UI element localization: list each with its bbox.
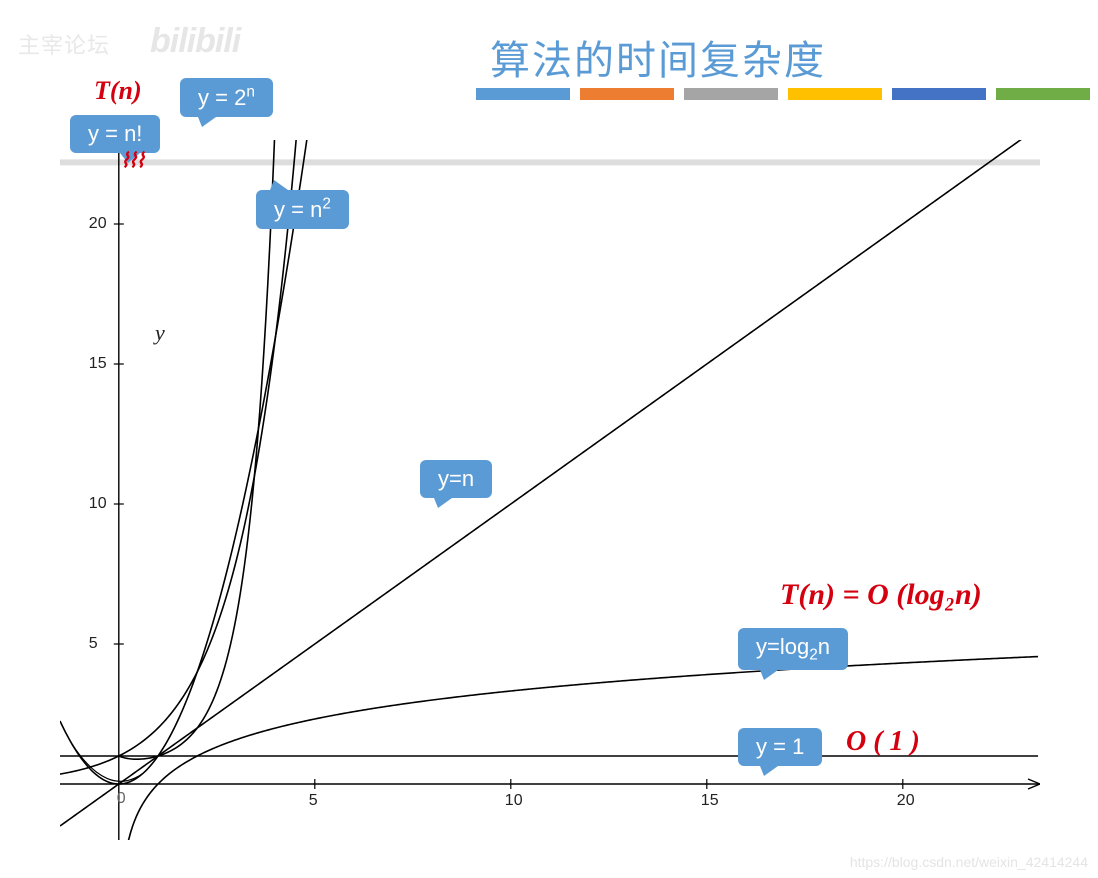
color-swatch [788,88,882,100]
callout-label: y=n [438,466,474,491]
watermark-csdn: https://blog.csdn.net/weixin_42414244 [850,854,1088,870]
annotation-t-log: T(n) = O (log₂n) [780,578,982,612]
callout-log2n: y=log2n [738,628,848,670]
color-swatch [580,88,674,100]
y-tick-label: 10 [89,495,107,513]
watermark-bilibili: bilibili [150,22,240,61]
callout-n-squared: y = n2 [256,190,349,229]
color-swatch [476,88,570,100]
curve-y=n [60,140,1038,826]
color-swatch [996,88,1090,100]
annotation-o1: O ( 1 ) [846,726,920,758]
page-title: 算法的时间复杂度 [490,28,826,86]
callout-n: y=n [420,460,492,498]
callout-label: y = 1 [756,734,804,759]
callout-label: y = 2n [198,85,255,110]
x-tick-label: 10 [505,792,523,810]
callout-constant-1: y = 1 [738,728,822,766]
callout-label: y=log2n [756,634,830,659]
color-swatch [684,88,778,100]
watermark-forum: 主宰论坛 [18,28,110,60]
x-tick-label: 15 [701,792,719,810]
x-tick-label: 5 [309,792,318,810]
y-tick-label: 15 [89,355,107,373]
color-swatch [892,88,986,100]
x-tick-label: 20 [897,792,915,810]
annotation-t-of-n: T(n) [94,76,142,106]
callout-label: y = n2 [274,197,331,222]
annotation-scribble: ⌇⌇⌇ [120,148,143,173]
y-tick-label: 20 [89,215,107,233]
origin-label: 0 [117,790,126,808]
callout-n-factorial: y = n! [70,115,160,153]
callout-2-to-n: y = 2n [180,78,273,117]
color-swatch-row [476,88,1090,100]
callout-label: y = n! [88,121,142,146]
y-axis-label: y [155,320,165,346]
y-tick-label: 5 [89,635,98,653]
